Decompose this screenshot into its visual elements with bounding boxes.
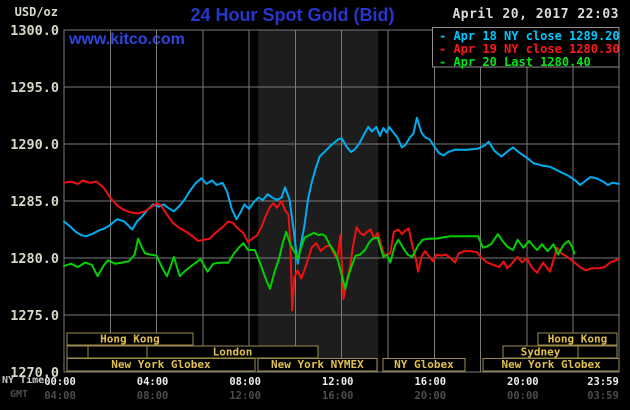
- session-box: [87, 345, 148, 359]
- session-box-new-york-globex: [482, 358, 620, 372]
- session-box: [577, 345, 618, 359]
- x-tick-gmt-label: 03:59: [587, 390, 619, 402]
- chart-title: 24 Hour Spot Gold (Bid): [190, 5, 395, 25]
- session-label: London: [213, 345, 253, 358]
- session-box-new-york-nymex: [257, 358, 378, 372]
- y-tick-label: 1280.0: [10, 251, 59, 267]
- x-tick-ny-label: 12:00: [322, 376, 354, 388]
- kitco-watermark-link[interactable]: www.kitco.com: [69, 31, 185, 48]
- legend-item: - Apr 20 Last 1280.40: [439, 55, 591, 69]
- y-tick-label: 1290.0: [10, 137, 59, 153]
- chart-datetime: April 20, 2017 22:03: [452, 7, 619, 22]
- session-box-ny-globex: [382, 358, 466, 372]
- session-label: NY Globex: [394, 358, 454, 371]
- session-box-hong-kong: [537, 332, 618, 346]
- x-tick-gmt-label: 00:00: [507, 390, 539, 402]
- legend-box: [432, 27, 620, 68]
- series-apr-19-line: [63, 179, 620, 312]
- legend-item: - Apr 19 NY close 1280.30: [439, 42, 620, 56]
- y-tick-label: 1295.0: [10, 80, 59, 96]
- series-apr-20-line: [63, 230, 576, 290]
- gmt-axis-label: GMT: [10, 389, 29, 400]
- ny-time-axis-label: NY Time: [2, 375, 45, 386]
- session-label: New York Globex: [111, 358, 211, 371]
- session-box-london: [146, 345, 319, 359]
- session-box: [66, 345, 89, 359]
- x-tick-gmt-label: 04:00: [44, 390, 76, 402]
- session-label: Hong Kong: [100, 333, 160, 346]
- session-label: New York NYMEX: [271, 358, 364, 371]
- y-tick-label: 1270.0: [10, 365, 59, 381]
- plot-border: [63, 29, 620, 373]
- session-label: Sydney: [521, 345, 561, 358]
- x-tick-ny-label: 00:00: [44, 376, 76, 388]
- session-label: Hong Kong: [548, 333, 608, 346]
- x-tick-ny-label: 08:00: [229, 376, 261, 388]
- y-tick-label: 1300.0: [10, 23, 59, 39]
- x-tick-gmt-label: 12:00: [229, 390, 261, 402]
- x-tick-gmt-label: 08:00: [137, 390, 169, 402]
- x-tick-ny-label: 23:59: [587, 376, 619, 388]
- session-box-new-york-globex: [66, 358, 256, 372]
- x-tick-ny-label: 04:00: [137, 376, 169, 388]
- x-tick-ny-label: 20:00: [507, 376, 539, 388]
- x-tick-gmt-label: 16:00: [322, 390, 354, 402]
- legend-item: - Apr 18 NY close 1289.20: [439, 29, 620, 43]
- y-tick-label: 1275.0: [10, 308, 59, 324]
- y-tick-label: 1285.0: [10, 194, 59, 210]
- series-apr-18-line: [63, 116, 620, 265]
- x-tick-gmt-label: 20:00: [414, 390, 446, 402]
- y-axis-unit-label: USD/oz: [14, 5, 58, 19]
- session-box-hong-kong: [66, 332, 194, 346]
- x-tick-ny-label: 16:00: [414, 376, 446, 388]
- session-label: New York Globex: [501, 358, 601, 371]
